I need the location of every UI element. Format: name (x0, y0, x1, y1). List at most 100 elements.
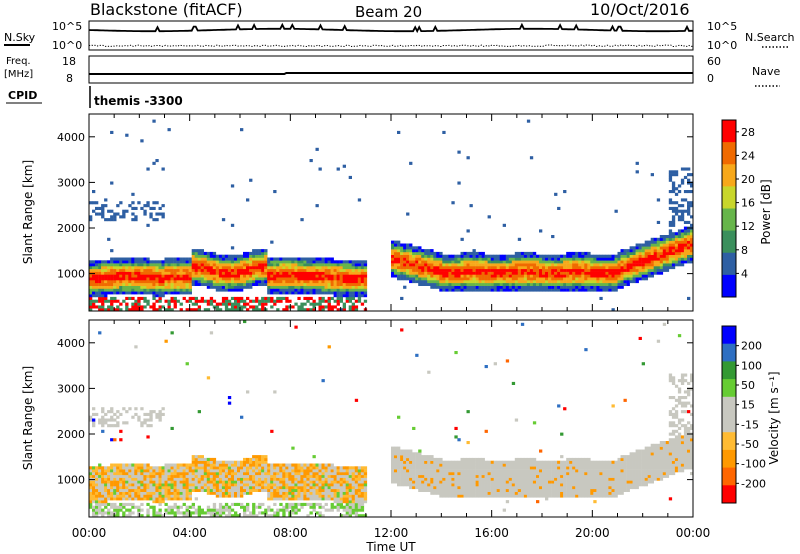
heatmap-cell (89, 305, 93, 309)
heatmap-cell (155, 483, 159, 487)
heatmap-cell (194, 457, 198, 461)
heatmap-cell (89, 469, 93, 473)
heatmap-cell (333, 494, 337, 498)
heatmap-cell (206, 277, 211, 281)
heatmap-cell (119, 429, 123, 433)
heatmap-cell (176, 268, 180, 272)
heatmap-cell (234, 302, 238, 306)
heatmap-cell (542, 288, 546, 292)
heatmap-cell (122, 407, 126, 411)
heatmap-cell (300, 494, 304, 498)
heatmap-cell (276, 477, 280, 481)
heatmap-cell (98, 294, 102, 298)
heatmap-cell (463, 254, 467, 258)
heatmap-cell (188, 271, 192, 275)
heatmap-cell (412, 249, 416, 253)
heatmap-cell (490, 282, 494, 286)
heatmap-cell (587, 257, 591, 261)
heatmap-cell (113, 285, 117, 289)
heatmap-cell (659, 271, 664, 275)
heatmap-cell (596, 254, 600, 258)
heatmap-cell (104, 291, 108, 295)
heatmap-cell (400, 268, 404, 272)
heatmap-cell (134, 282, 138, 286)
heatmap-cell (182, 296, 186, 300)
heatmap-cell (629, 249, 633, 253)
heatmap-cell (206, 376, 211, 380)
heatmap-cell (134, 474, 138, 478)
heatmap-cell (578, 260, 582, 264)
heatmap-cell (176, 257, 180, 261)
heatmap-cell (107, 288, 111, 292)
heatmap-cell (348, 500, 352, 504)
heatmap-cell (258, 277, 262, 281)
heatmap-cell (203, 271, 208, 275)
heatmap-cell (297, 263, 301, 267)
heatmap-cell (230, 184, 235, 188)
heatmap-cell (95, 206, 99, 210)
heatmap-cell (345, 488, 349, 492)
heatmap-cell (161, 266, 165, 270)
heatmap-cell (339, 294, 343, 298)
heatmap-cell (206, 463, 211, 467)
heatmap-cell (234, 460, 238, 464)
heatmap-cell (327, 508, 331, 512)
heatmap-cell (481, 266, 485, 270)
heatmap-cell (125, 268, 129, 272)
heatmap-cell (237, 472, 241, 476)
heatmap-cell (563, 271, 567, 275)
heatmap-cell (318, 263, 322, 267)
heatmap-cell (454, 285, 458, 289)
heatmap-cell (539, 257, 543, 261)
heatmap-cell (95, 511, 99, 515)
heatmap-cell (258, 299, 262, 303)
heatmap-cell (457, 181, 461, 185)
heatmap-cell (357, 514, 362, 518)
heatmap-cell (224, 480, 229, 484)
heatmap-cell (107, 474, 111, 478)
heatmap-cell (176, 488, 180, 492)
heatmap-cell (424, 477, 428, 481)
heatmap-cell (677, 243, 682, 247)
heatmap-cell (336, 167, 340, 171)
heatmap-cell (644, 257, 648, 261)
heatmap-cell (306, 466, 310, 470)
heatmap-cell (363, 294, 368, 298)
heatmap-cell (674, 170, 679, 174)
heatmap-cell (475, 268, 479, 272)
heatmap-cell (249, 266, 253, 270)
heatmap-cell (128, 477, 132, 481)
heatmap-cell (342, 508, 346, 512)
heatmap-cell (303, 263, 307, 267)
heatmap-cell (152, 201, 156, 205)
heatmap-cell (264, 271, 268, 275)
heatmap-cell (324, 486, 328, 490)
heatmap-cell (539, 280, 543, 284)
heatmap-cell (354, 508, 359, 512)
heatmap-cell (342, 277, 346, 281)
heatmap-cell (557, 263, 561, 267)
heatmap-cell (212, 460, 217, 464)
heatmap-cell (137, 469, 141, 473)
heatmap-cell (122, 502, 126, 506)
heatmap-cell (270, 274, 274, 278)
heatmap-cell (409, 280, 413, 284)
heatmap-cell (173, 260, 177, 264)
heatmap-cell (113, 424, 117, 428)
heatmap-cell (300, 257, 304, 261)
heatmap-cell (116, 480, 120, 484)
heatmap-cell (656, 249, 661, 253)
heatmap-cell (391, 274, 395, 278)
heatmap-cell (517, 280, 522, 284)
heatmap-cell (161, 167, 165, 171)
heatmap-cell (221, 480, 226, 484)
heatmap-cell (363, 469, 368, 473)
heatmap-cell (614, 260, 618, 264)
heatmap-cell (279, 288, 283, 292)
heatmap-cell (113, 218, 117, 222)
heatmap-cell (89, 260, 93, 264)
heatmap-cell (125, 480, 129, 484)
heatmap-cell (303, 266, 307, 270)
heatmap-cell (282, 497, 286, 501)
heatmap-cell (690, 173, 694, 177)
